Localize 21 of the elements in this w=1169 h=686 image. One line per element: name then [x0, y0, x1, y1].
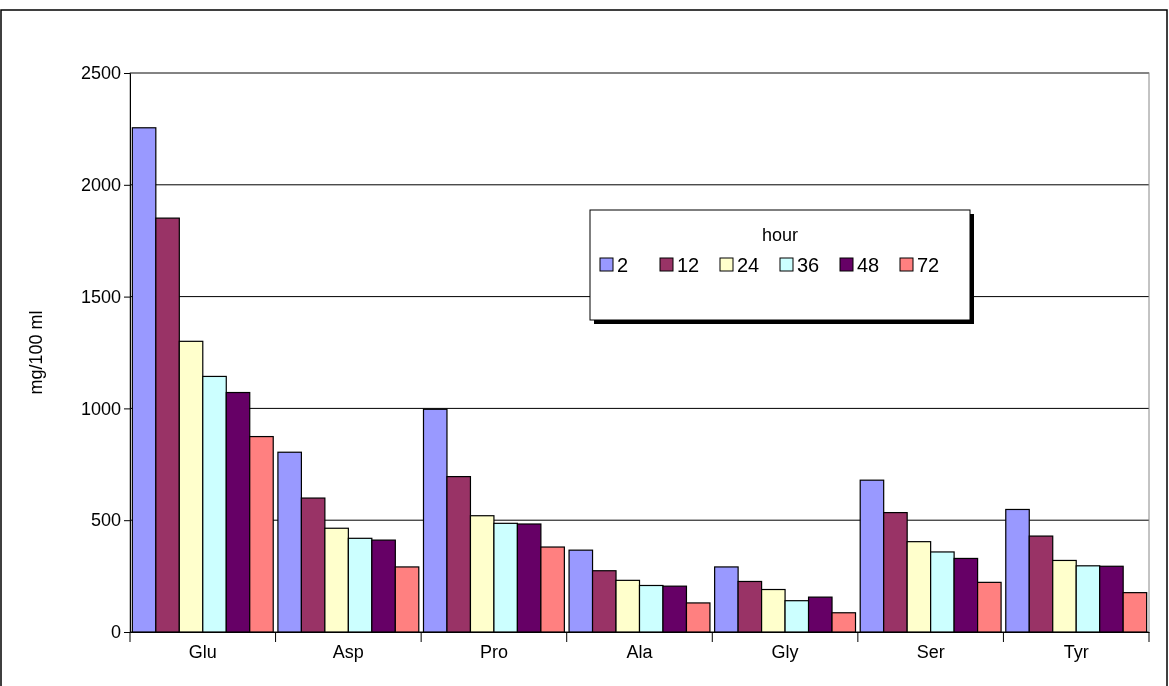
legend-label: 48: [857, 254, 880, 276]
x-tick-label: Tyr: [1063, 642, 1089, 663]
y-tick-label: 1000: [80, 398, 121, 419]
x-tick-label: Ser: [916, 642, 945, 663]
legend-label: 2: [617, 254, 629, 276]
y-tick-label: 1500: [80, 286, 121, 307]
legend-title: hour: [761, 225, 799, 245]
x-tick-label: Glu: [188, 642, 217, 663]
y-tick-label: 2000: [80, 175, 121, 196]
x-tick-label: Gly: [771, 642, 799, 663]
legend-label: 72: [917, 254, 940, 276]
y-tick-label: 500: [90, 510, 121, 531]
legend-label: 12: [677, 254, 700, 276]
x-tick-label: Pro: [479, 642, 508, 663]
x-tick-label: Ala: [626, 642, 654, 663]
y-axis-title: mg/100 ml: [26, 310, 46, 395]
y-tick-label: 0: [110, 622, 121, 643]
legend-label: 24: [737, 254, 760, 276]
y-tick-label: 2500: [80, 63, 121, 84]
legend-label: 36: [797, 254, 820, 276]
x-tick-label: Asp: [332, 642, 364, 663]
